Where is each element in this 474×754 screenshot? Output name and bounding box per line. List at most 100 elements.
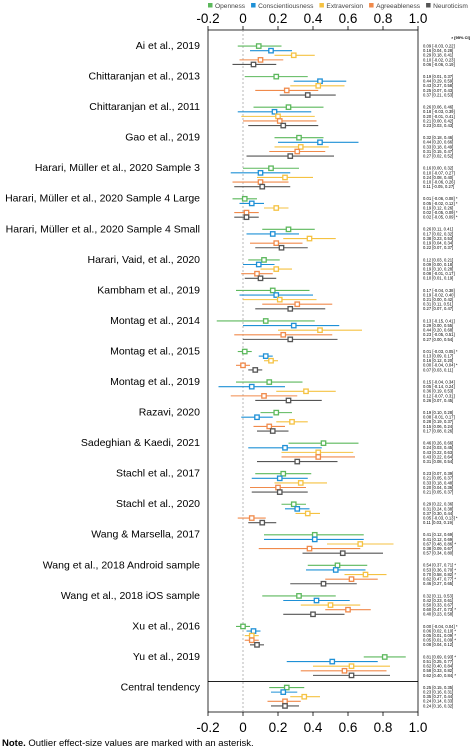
effect-size-marker: [345, 606, 351, 613]
effect-size-marker: [254, 641, 260, 648]
ci-value-label: 0.31 [0.11, 0.51]: [423, 302, 453, 307]
ci-value-label: 0.15 [-0.04, 0.34]: [423, 379, 455, 384]
study-label: Yu et al., 2019: [133, 651, 200, 663]
ci-value-label: 0.27 [0.07, 0.47]: [423, 306, 453, 311]
effect-size-marker: [278, 244, 285, 251]
legend-label: Conscientiousness: [258, 3, 314, 10]
effect-size-marker: [268, 47, 274, 54]
study-label: Harari, Müller et al., 2020 Sample 4 Lar…: [5, 193, 200, 205]
effect-size-marker: [273, 266, 280, 272]
ci-value-label: 0.06 [0.02, 0.10] *: [423, 628, 456, 633]
study-label: Sadeghian & Kaedi, 2021: [81, 437, 200, 449]
ci-value-label: 0.21 [0.05, 0.37]: [423, 476, 453, 481]
effect-size-marker: [357, 541, 364, 547]
ci-value-label: 0.19 [0.01, 0.37]: [423, 74, 453, 79]
ci-value-label: 0.16 [0.00, 0.32]: [423, 166, 453, 171]
ci-value-label: 0.02 [-0.05, 0.09] *: [423, 210, 458, 215]
study-label: Xu et al., 2016: [132, 620, 200, 632]
effect-size-marker: [311, 536, 318, 543]
effect-size-marker: [241, 195, 248, 202]
ci-value-label: 0.29 [0.22, 0.36]: [423, 502, 453, 507]
ci-value-label: 0.16 [0.12, 0.20]: [423, 358, 453, 363]
ci-value-label: 0.17 [0.02, 0.32]: [423, 231, 453, 236]
ci-value-label: 0.19 [0.10, 0.28]: [423, 266, 453, 271]
ci-value-label: 0.25 [0.07, 0.43]: [423, 88, 453, 93]
effect-size-marker: [257, 179, 264, 185]
effect-size-marker: [280, 331, 287, 338]
effect-size-marker: [317, 139, 323, 146]
effect-size-marker: [269, 231, 276, 237]
plot-frame: [207, 29, 419, 713]
effect-size-marker: [306, 545, 313, 552]
effect-size-marker: [257, 57, 264, 63]
effect-size-marker: [294, 506, 301, 512]
study-label: Harari, Vaid, et al., 2020: [88, 254, 201, 266]
ci-value-label: 0.38 [0.09, 0.67]: [423, 546, 453, 551]
effect-size-marker: [269, 428, 276, 434]
ci-value-label: 0.26 [0.07, 0.45]: [423, 398, 453, 403]
ci-value-label: 0.57 [0.34, 0.80]: [423, 551, 453, 556]
study-label: Central tendency: [121, 681, 201, 693]
effect-size-marker: [285, 397, 292, 404]
study-label: Wang & Marsella, 2017: [91, 529, 200, 541]
ci-value-label: 0.23 [0.07, 0.39]: [423, 471, 453, 476]
ci-value-label: 0.05 [0.01, 0.09] *: [423, 633, 456, 638]
study-label: Razavi, 2020: [139, 407, 200, 419]
ci-value-label: 0.29 [0.00, 0.55]: [423, 323, 453, 328]
effect-size-marker: [273, 205, 280, 211]
effect-size-marker: [271, 108, 278, 115]
effect-size-marker: [339, 550, 346, 557]
effect-size-marker: [255, 261, 262, 268]
ci-column-header: r [95% CI]: [452, 35, 471, 40]
ci-value-label: 0.46 [0.27, 0.65]: [423, 581, 453, 586]
ci-value-label: 0.23 [-0.05, 0.51]: [423, 332, 455, 337]
ci-value-label: 0.05 [-0.14, 0.24]: [423, 384, 455, 389]
ci-value-label: 0.37 [0.30, 0.44]: [423, 511, 453, 516]
ci-value-label: 0.32 [0.18, 0.46]: [423, 135, 453, 140]
effect-size-marker: [303, 388, 309, 395]
effect-size-marker: [280, 122, 287, 129]
legend-label: Agreeableness: [376, 3, 421, 10]
ci-value-label: 0.22 [0.07, 0.37]: [423, 245, 453, 250]
ci-value-label: 0.44 [0.20, 0.66]: [423, 140, 453, 145]
effect-size-marker: [257, 170, 264, 176]
ci-value-label: 0.00 [-0.04, 0.04] *: [423, 363, 458, 368]
ci-value-label: 0.32 [0.11, 0.53]: [423, 593, 453, 598]
effect-size-marker: [282, 698, 288, 705]
effect-size-marker: [248, 632, 255, 639]
effect-size-marker: [257, 275, 264, 282]
effect-size-marker: [285, 104, 292, 111]
x-tick-label-bottom: 0.8: [374, 720, 393, 735]
ci-value-label: 0.26 [0.11, 0.41]: [423, 227, 453, 232]
x-tick-label-bottom: 0: [239, 720, 247, 735]
effect-size-marker: [320, 440, 327, 447]
ci-value-label: 0.58 [0.33, 0.82]: [423, 668, 453, 673]
ci-value-label: 0.27 [0.00, 0.54]: [423, 337, 453, 342]
ci-value-label: 0.05 [0.01, 0.09] *: [423, 638, 456, 643]
effect-size-marker: [294, 458, 301, 465]
ci-value-label: 0.24 [0.03, 0.45]: [423, 445, 453, 450]
effect-size-marker: [304, 510, 311, 517]
study-label: Chittaranjan et al., 2013: [89, 71, 201, 83]
x-tick-label-top: 0.6: [339, 11, 358, 26]
ci-value-label: 0.08 [0.04, 0.12]: [423, 642, 453, 647]
ci-value-label: 0.24 [0.16, 0.32]: [423, 703, 453, 708]
effect-size-marker: [266, 379, 273, 385]
ci-value-label: 0.06 [-0.06, 0.19]: [423, 62, 455, 67]
x-tick-label-top: -0.2: [196, 11, 219, 26]
ci-value-label: 0.26 [0.06, 0.46]: [423, 105, 453, 110]
ci-value-label: 0.53 [0.36, 0.70] *: [423, 567, 456, 572]
ci-value-label: 0.62 [0.47, 0.77] *: [423, 577, 456, 582]
x-tick-label-top: 0.4: [304, 11, 323, 26]
effect-size-marker: [285, 226, 292, 233]
ci-value-label: 0.37 [0.21, 0.53]: [423, 92, 453, 97]
effect-size-marker: [268, 165, 274, 172]
ci-value-label: 0.02 [-0.05, 0.09] *: [423, 215, 458, 220]
ci-value-label: 0.07 [0.03, 0.11]: [423, 367, 453, 372]
ci-value-label: 0.41 [0.12, 0.69]: [423, 537, 453, 542]
ci-value-label: 0.17 [0.08, 0.26]: [423, 428, 453, 433]
effect-size-marker: [313, 597, 320, 604]
ci-value-label: 0.18 [-0.03, 0.39]: [423, 109, 455, 114]
ci-value-label: 0.19 [-0.02, 0.40]: [423, 292, 455, 297]
ci-value-label: 0.10 [-0.02, 0.23]: [423, 57, 455, 62]
